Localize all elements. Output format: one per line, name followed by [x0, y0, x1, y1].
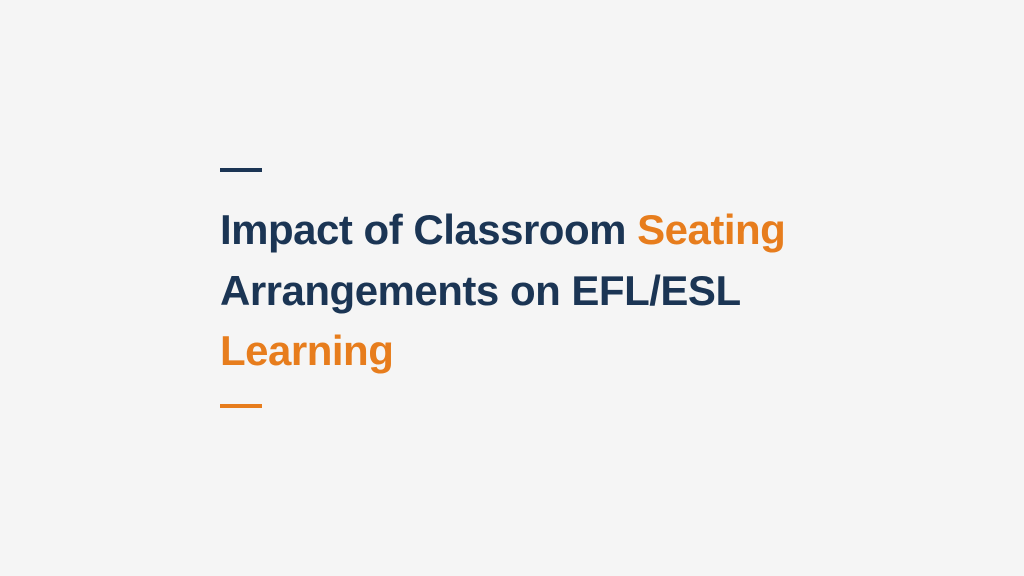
bottom-accent-dash	[220, 404, 262, 408]
title-word: Impact	[220, 206, 352, 253]
title-word: Learning	[220, 327, 393, 374]
top-accent-dash	[220, 168, 262, 172]
title-word: of	[364, 206, 403, 253]
title-word: Arrangements	[220, 267, 499, 314]
title-word: on	[510, 267, 560, 314]
title-word: EFL/ESL	[571, 267, 739, 314]
slide-title: Impact of Classroom Seating Arrangements…	[220, 200, 904, 383]
title-word: Seating	[637, 206, 785, 253]
title-word: Classroom	[413, 206, 626, 253]
slide-container: Impact of Classroom Seating Arrangements…	[0, 168, 1024, 409]
